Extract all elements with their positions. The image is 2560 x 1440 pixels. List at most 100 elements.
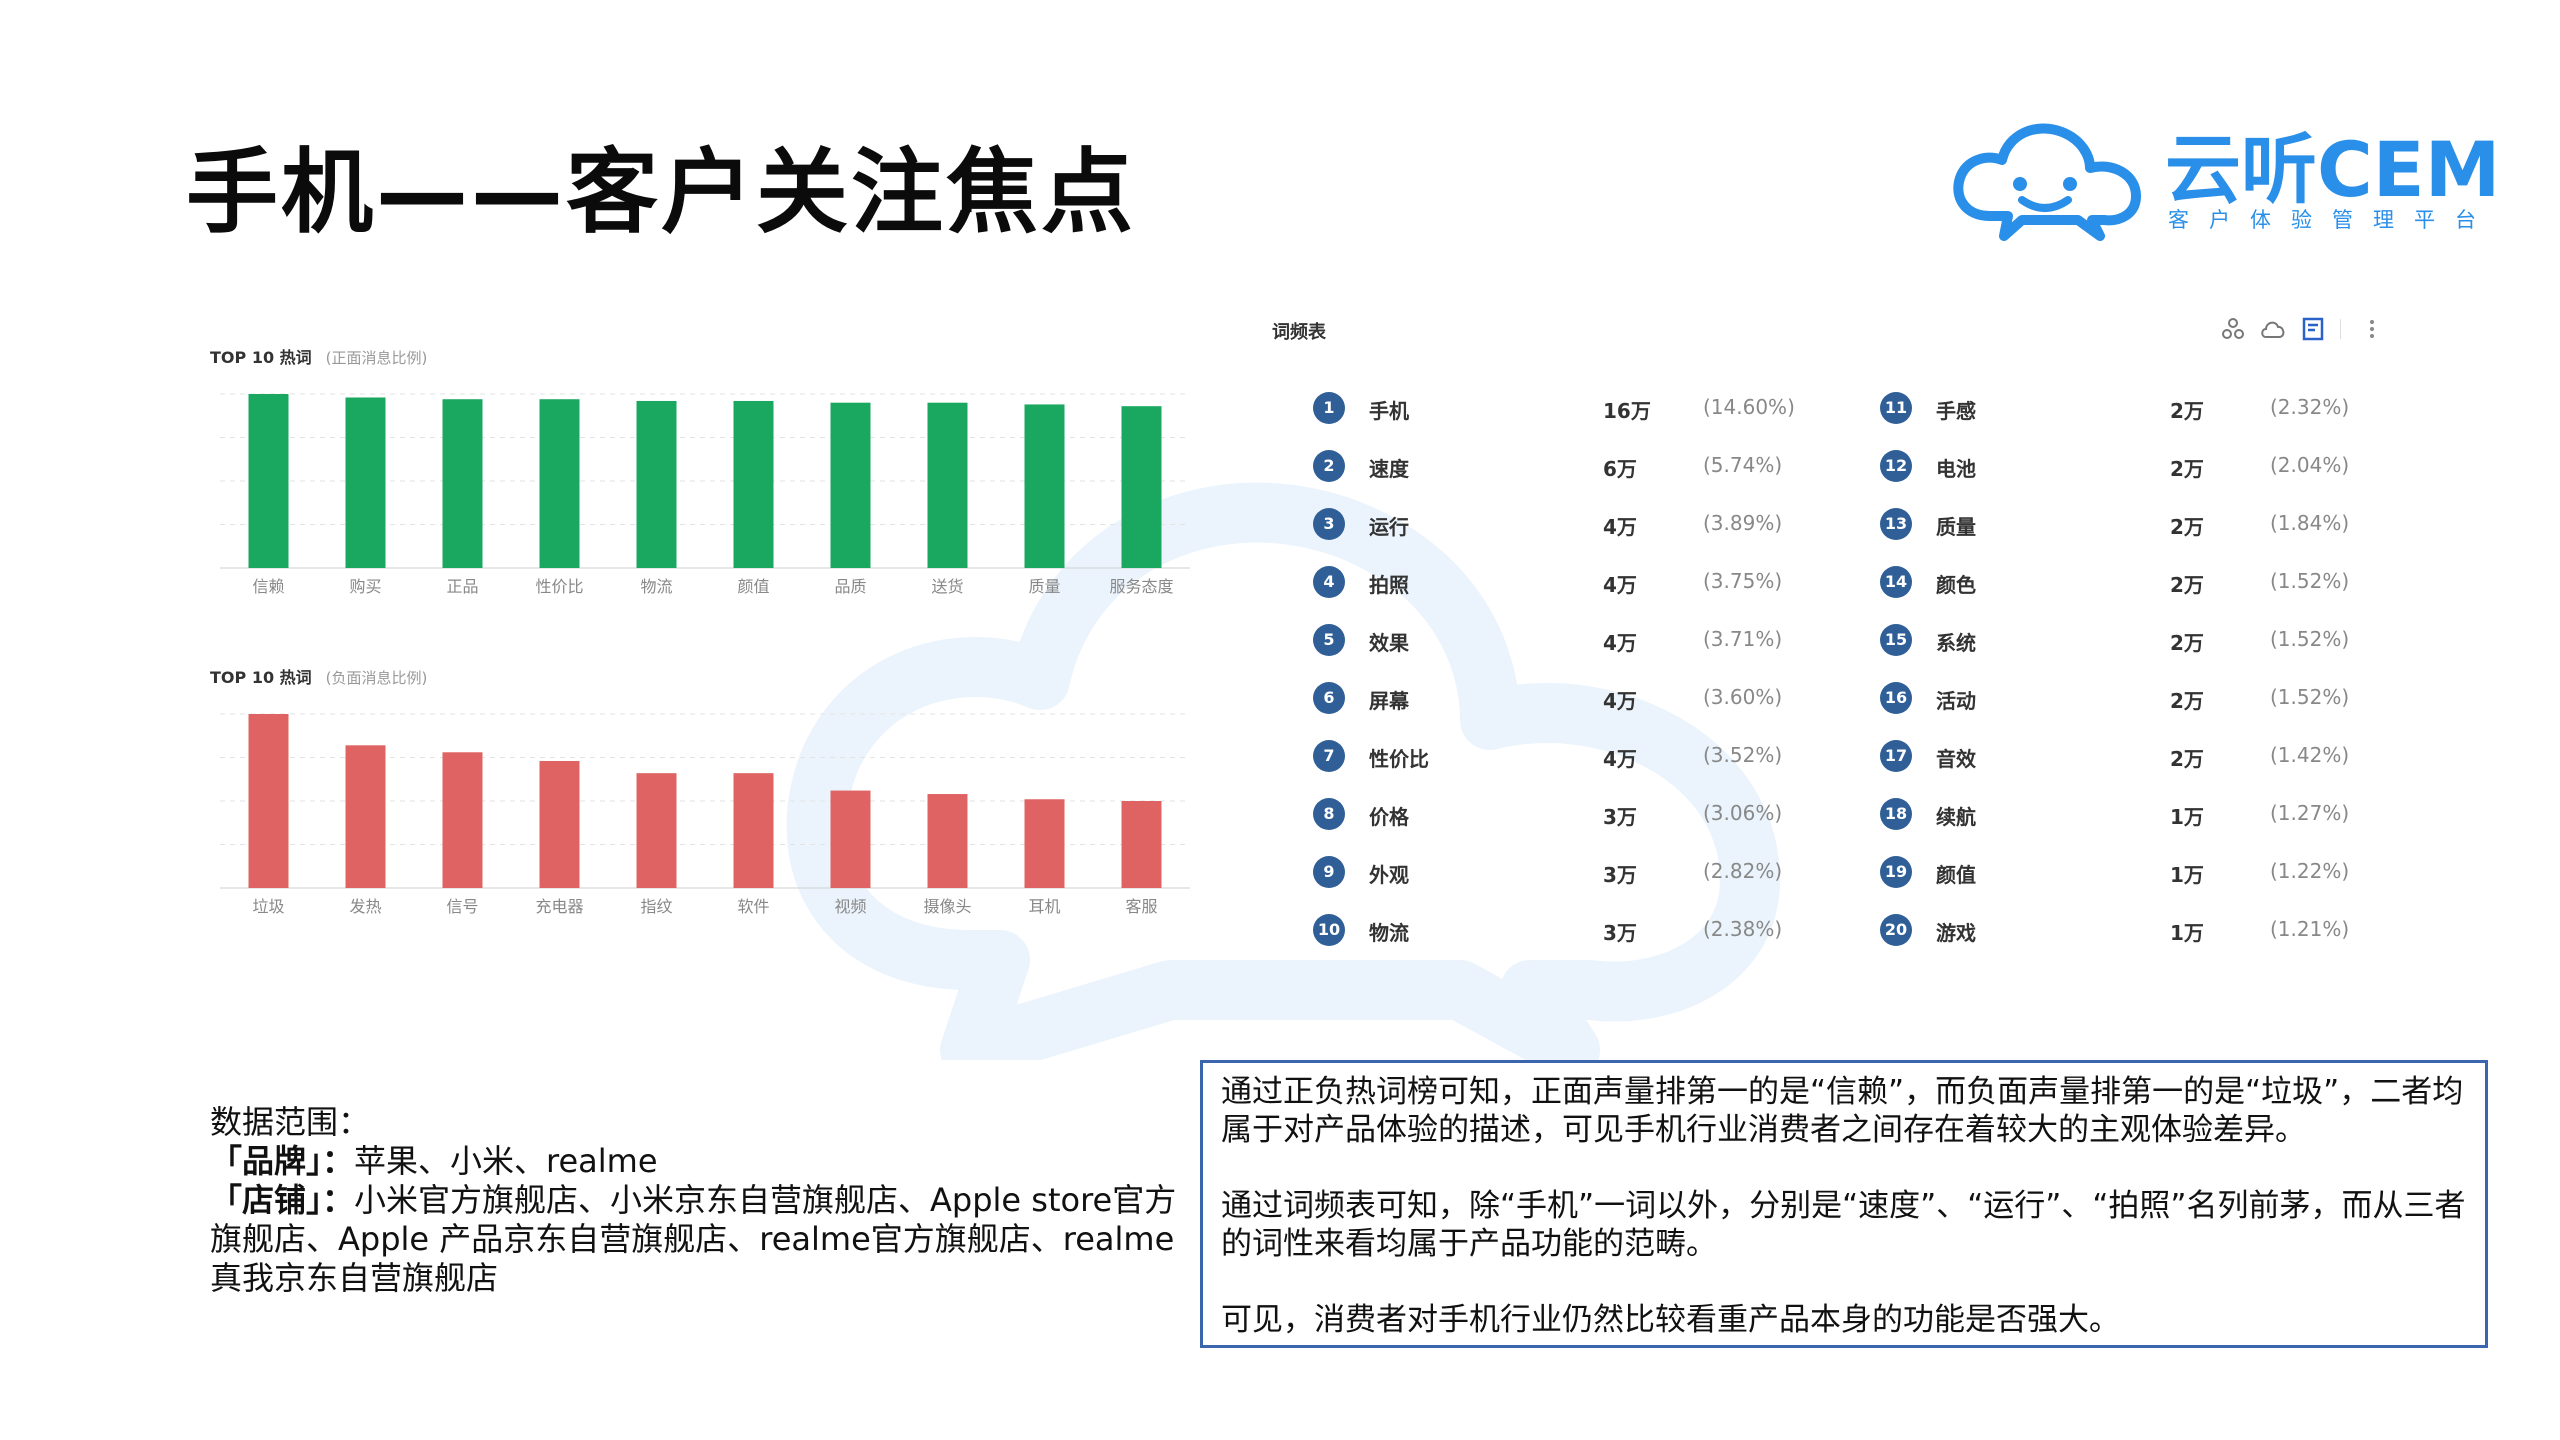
logo-name: 云听CEM: [2165, 125, 2501, 214]
more-icon[interactable]: [2359, 316, 2385, 342]
rank-badge: 5: [1313, 624, 1345, 656]
toolbar-divider: [2340, 319, 2345, 339]
negative-tick-label: 耳机: [1028, 897, 1060, 916]
rank-badge: 4: [1313, 566, 1345, 598]
word-count: 4万: [1603, 515, 1637, 539]
logo-subtitle: 客户体验管理平台: [2168, 208, 2496, 232]
document-icon[interactable]: [2300, 316, 2326, 342]
cloud-icon[interactable]: [2260, 316, 2286, 342]
word-count: 4万: [1603, 631, 1637, 655]
word-percent: (5.74%): [1703, 453, 1783, 477]
negative-chart-title-text: TOP 10 热词: [210, 668, 312, 687]
rank-badge: 13: [1880, 508, 1912, 540]
logo: 云听CEM 客户体验管理平台: [1950, 112, 2500, 242]
rank-badge: 7: [1313, 740, 1345, 772]
negative-chart-title: TOP 10 热词 (负面消息比例): [210, 664, 427, 688]
word-percent: (1.52%): [2270, 685, 2350, 709]
word-label: 音效: [1936, 747, 1976, 771]
negative-hotwords-chart: TOP 10 热词 (负面消息比例) 垃圾 发热 信号 充电器 指纹 软件 视频 摄像头 耳机 客服: [200, 658, 1200, 958]
word-count: 2万: [2170, 689, 2204, 713]
rank-badge: 1: [1313, 392, 1345, 424]
scope-heading: 数据范围：: [210, 1103, 371, 1141]
rank-badge: 2: [1313, 450, 1345, 482]
word-count: 2万: [2170, 747, 2204, 771]
word-percent: (1.27%): [2270, 801, 2350, 825]
negative-tick-label: 信号: [446, 897, 478, 916]
negative-tick-label: 垃圾: [252, 897, 284, 916]
word-percent: (3.60%): [1703, 685, 1783, 709]
cloud-chat-logo-icon: [1953, 123, 2141, 241]
brand-value: 苹果、小米、realme: [354, 1142, 658, 1180]
word-count: 2万: [2170, 573, 2204, 597]
word-label: 运行: [1369, 515, 1409, 539]
word-count: 6万: [1603, 457, 1637, 481]
negative-bar-chart: 垃圾 发热 信号 充电器 指纹 软件 视频 摄像头 耳机 客服: [220, 713, 1190, 916]
word-percent: (3.06%): [1703, 801, 1783, 825]
positive-bar: [830, 402, 871, 568]
positive-bar: [345, 397, 386, 568]
word-label: 电池: [1936, 457, 1976, 481]
negative-bar: [1121, 801, 1162, 888]
word-label: 质量: [1936, 515, 1976, 539]
word-percent: (3.52%): [1703, 743, 1783, 767]
store-value: 小米官方旗舰店、小米京东自营旗舰店、Apple store官方旗舰店、Apple…: [210, 1181, 1177, 1297]
word-frequency-title: 词频表: [1272, 322, 1326, 343]
positive-tick-label: 质量: [1028, 577, 1060, 596]
word-percent: (14.60%): [1703, 395, 1795, 419]
data-scope: 数据范围： 「品牌」：苹果、小米、realme 「店铺」：小米官方旗舰店、小米京…: [210, 1103, 1180, 1298]
word-percent: (2.38%): [1703, 917, 1783, 941]
word-count: 2万: [2170, 457, 2204, 481]
scope-store: 「店铺」：小米官方旗舰店、小米京东自营旗舰店、Apple store官方旗舰店、…: [210, 1181, 1180, 1298]
negative-bar: [1024, 799, 1065, 888]
share-icon[interactable]: [2220, 316, 2246, 342]
word-count: 1万: [2170, 921, 2204, 945]
word-count: 16万: [1603, 399, 1651, 423]
negative-tick-label: 指纹: [640, 897, 672, 916]
negative-tick-label: 软件: [737, 897, 769, 916]
positive-chart-title: TOP 10 热词 (正面消息比例): [210, 344, 427, 368]
negative-bar: [539, 760, 580, 888]
word-label: 系统: [1936, 631, 1976, 655]
word-label: 续航: [1936, 805, 1976, 829]
scope-brand: 「品牌」：苹果、小米、realme: [210, 1142, 1180, 1181]
word-count: 3万: [1603, 921, 1637, 945]
rank-badge: 11: [1880, 392, 1912, 424]
summary-paragraph-3: 可见，消费者对手机行业仍然比较看重产品本身的功能是否强大。: [1221, 1302, 2120, 1338]
word-label: 游戏: [1936, 921, 1976, 945]
positive-tick-label: 送货: [931, 577, 963, 596]
positive-tick-label: 服务态度: [1109, 577, 1173, 596]
word-count: 1万: [2170, 805, 2204, 829]
word-percent: (3.75%): [1703, 569, 1783, 593]
positive-chart-subtitle: (正面消息比例): [325, 349, 428, 367]
negative-tick-label: 摄像头: [923, 897, 971, 916]
word-percent: (1.21%): [2270, 917, 2350, 941]
word-count: 2万: [2170, 515, 2204, 539]
positive-tick-label: 物流: [640, 577, 672, 596]
word-label: 速度: [1369, 457, 1409, 481]
rank-badge: 19: [1880, 856, 1912, 888]
negative-bar: [248, 714, 289, 888]
positive-tick-label: 正品: [446, 577, 478, 596]
negative-bar: [636, 773, 677, 888]
word-label: 价格: [1369, 805, 1409, 829]
positive-bar: [1024, 404, 1065, 568]
positive-bar: [927, 402, 968, 568]
rank-badge: 14: [1880, 566, 1912, 598]
word-percent: (3.71%): [1703, 627, 1783, 651]
rank-badge: 16: [1880, 682, 1912, 714]
word-label: 颜值: [1936, 863, 1976, 887]
negative-chart-subtitle: (负面消息比例): [325, 669, 428, 687]
positive-bar: [733, 400, 774, 568]
negative-tick-label: 发热: [349, 897, 381, 916]
word-percent: (1.22%): [2270, 859, 2350, 883]
word-percent: (2.82%): [1703, 859, 1783, 883]
store-label: 「店铺」：: [210, 1181, 355, 1219]
negative-bar: [442, 752, 483, 888]
negative-tick-label: 客服: [1125, 897, 1157, 916]
word-label: 外观: [1369, 863, 1409, 887]
word-label: 手机: [1369, 399, 1409, 423]
word-count: 1万: [2170, 863, 2204, 887]
summary-paragraph-2: 通过词频表可知，除“手机”一词以外，分别是“速度”、“运行”、“拍照”名列前茅，…: [1221, 1188, 2466, 1262]
word-percent: (2.04%): [2270, 453, 2350, 477]
positive-chart-title-text: TOP 10 热词: [210, 348, 312, 367]
